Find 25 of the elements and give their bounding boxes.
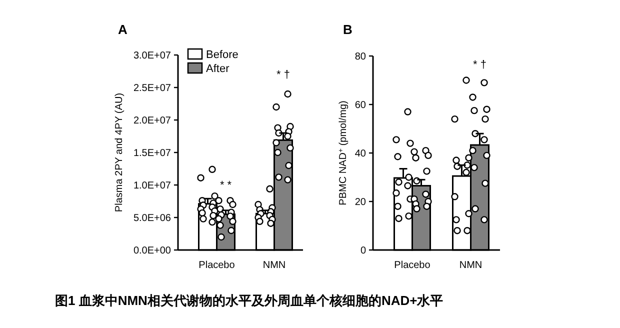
caption: 图1 血浆中NMN相关代谢物的水平及外周血单个核细胞的NAD+水平 [55,293,444,308]
y-tick-label: 0.0E+00 [133,246,172,256]
y-tick-label: 2.5E+07 [133,83,172,94]
y-tick-label: 0 [360,246,366,256]
legend-label: After [206,63,230,75]
legend-label: Before [206,49,238,61]
y-tick-label: 20 [354,197,366,208]
y-tick-label: 5.0E+06 [133,213,172,224]
y-tick-label: 40 [354,148,366,160]
y-axis-title: Plasma 2PY and 4PY (AU) [114,92,125,212]
y-tick-label: 1.0E+07 [133,180,172,192]
annotation: * † [473,59,486,72]
y-tick-label: 1.5E+07 [133,148,172,159]
x-tick-label: Placebo [198,260,236,271]
y-tick-label: 2.0E+07 [133,116,172,126]
y-tick-label: 60 [354,100,366,111]
x-tick-label: NMN [459,260,482,271]
y-tick-label: 80 [354,52,366,62]
y-tick-label: 3.0E+07 [133,50,172,62]
chart-title: A [118,22,128,37]
x-tick-label: NMN [262,260,286,271]
x-tick-label: Placebo [394,260,431,271]
annotation: * † [276,68,290,81]
annotation: * * [220,179,232,192]
chart-title: B [343,22,352,37]
